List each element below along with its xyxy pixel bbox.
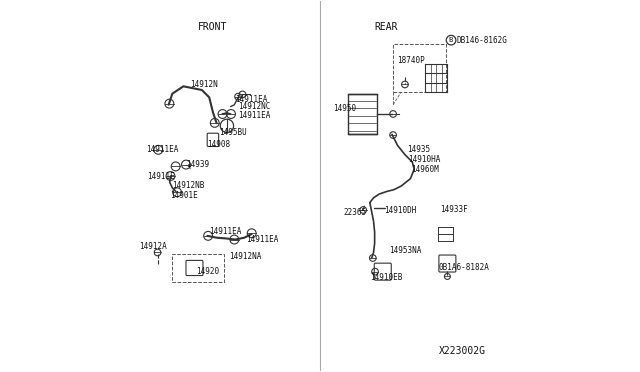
Text: 14912NB: 14912NB bbox=[172, 182, 205, 190]
Text: 14939: 14939 bbox=[186, 160, 209, 169]
Text: 14935: 14935 bbox=[407, 145, 430, 154]
Text: REAR: REAR bbox=[374, 22, 398, 32]
Text: 18740P: 18740P bbox=[397, 56, 426, 65]
Text: 14901E: 14901E bbox=[170, 192, 198, 201]
Text: 14953NA: 14953NA bbox=[389, 246, 422, 255]
Text: 14908: 14908 bbox=[207, 140, 230, 149]
Text: 22365: 22365 bbox=[343, 208, 366, 217]
Text: 14911EA: 14911EA bbox=[146, 145, 178, 154]
Bar bbox=[348, 94, 377, 134]
Bar bbox=[393, 44, 445, 92]
Text: 14911E: 14911E bbox=[148, 171, 175, 180]
Text: B: B bbox=[449, 37, 453, 43]
Text: 14933F: 14933F bbox=[440, 205, 468, 215]
Text: 14920: 14920 bbox=[196, 267, 220, 276]
Text: FRONT: FRONT bbox=[198, 22, 228, 32]
Text: 14911EA: 14911EA bbox=[238, 111, 271, 121]
Text: 1495BU: 1495BU bbox=[220, 128, 247, 137]
Text: 14910EB: 14910EB bbox=[370, 273, 402, 282]
Text: 14911EA: 14911EA bbox=[209, 227, 242, 235]
Text: 14950: 14950 bbox=[333, 104, 356, 113]
Text: 14910DH: 14910DH bbox=[385, 206, 417, 215]
Text: 14910HA: 14910HA bbox=[408, 154, 440, 164]
Text: 0B1A6-8182A: 0B1A6-8182A bbox=[439, 263, 490, 272]
Text: X223002G: X223002G bbox=[439, 346, 486, 356]
Text: 14912A: 14912A bbox=[139, 243, 167, 251]
Text: 14911EA: 14911EA bbox=[246, 235, 278, 244]
Text: DB146-8162G: DB146-8162G bbox=[456, 36, 507, 45]
Text: 14912N: 14912N bbox=[190, 80, 218, 89]
Bar bbox=[172, 254, 224, 282]
Text: 14911EA: 14911EA bbox=[235, 95, 268, 104]
Text: 14912NC: 14912NC bbox=[238, 102, 271, 111]
Text: 14912NA: 14912NA bbox=[230, 251, 262, 261]
Text: 14960M: 14960M bbox=[412, 165, 439, 174]
